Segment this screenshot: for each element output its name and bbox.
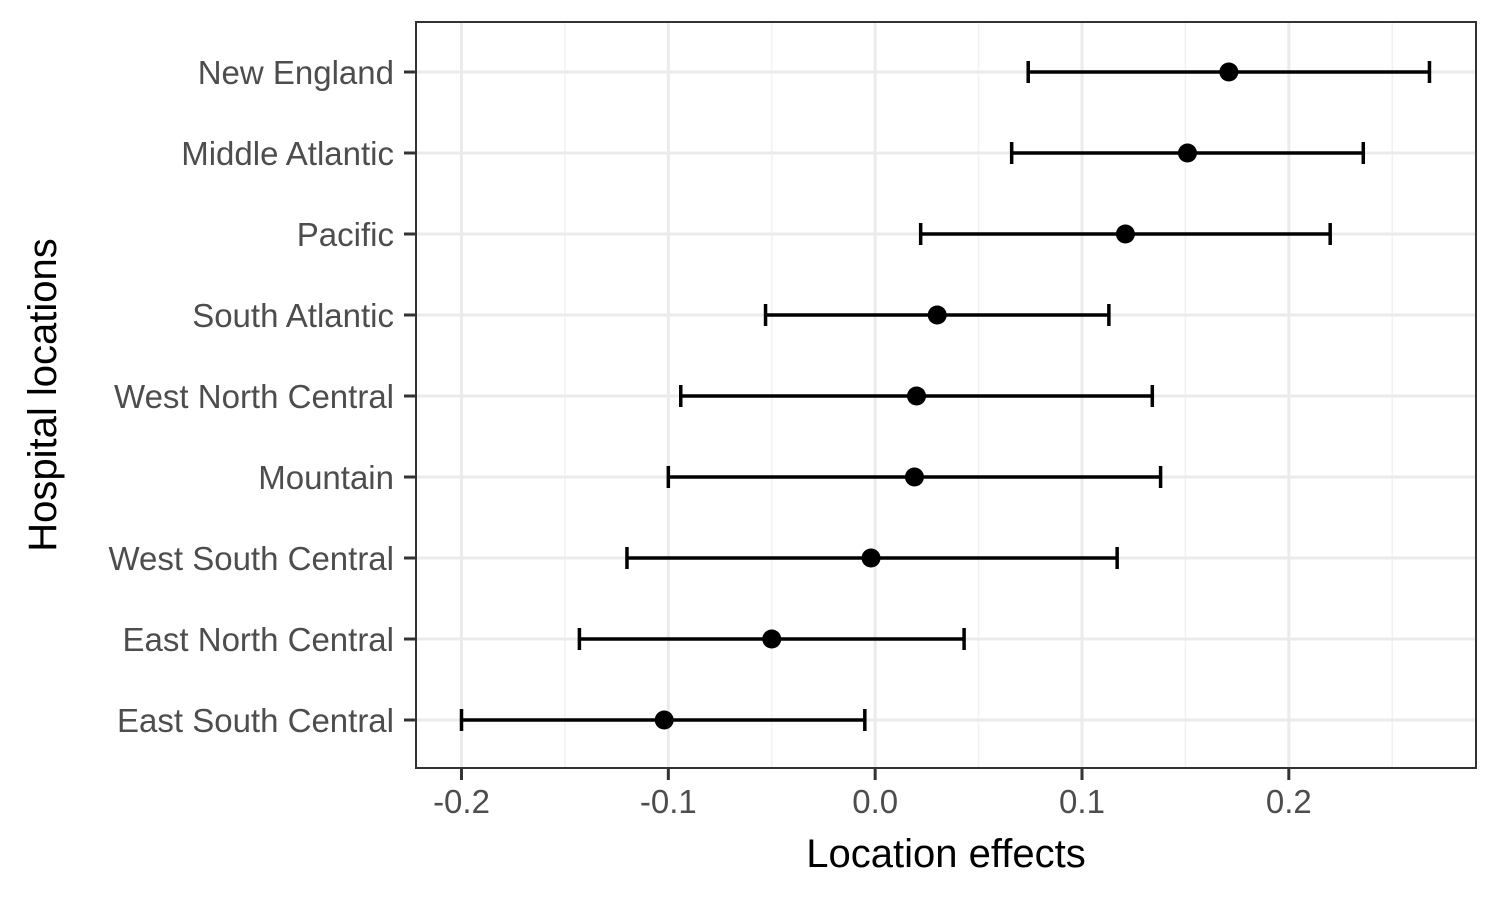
x-tick-label: 0.0 [852,783,898,820]
y-tick-label: New England [198,54,394,91]
chart-marks [459,61,1432,731]
x-tick-label: -0.2 [433,783,490,820]
point-estimate [1177,143,1197,163]
point-estimate [1115,224,1135,244]
y-tick-label: East South Central [117,702,394,739]
point-estimate [762,629,782,649]
point-estimate [861,548,881,568]
point-estimate [654,710,674,730]
axis-tick-labels: New England Middle Atlantic Pacific South A… [108,54,1311,820]
x-tick-label: 0.2 [1266,783,1312,820]
y-tick-label: Pacific [297,216,394,253]
y-axis-title: Hospital locations [21,238,65,552]
y-tick-label: Mountain [258,459,394,496]
point-estimate [907,386,927,406]
axis-ticks [404,70,1291,780]
point-estimate [904,467,924,487]
x-tick-label: -0.1 [640,783,697,820]
x-axis-title: Location effects [806,832,1085,876]
point-estimate [1219,62,1239,82]
y-tick-label: Middle Atlantic [181,135,394,172]
y-tick-label: West South Central [108,540,394,577]
y-tick-label: East North Central [123,621,394,658]
point-estimate [927,305,947,325]
y-tick-label: West North Central [114,378,394,415]
y-tick-label: South Atlantic [192,297,394,334]
x-tick-label: 0.1 [1059,783,1105,820]
